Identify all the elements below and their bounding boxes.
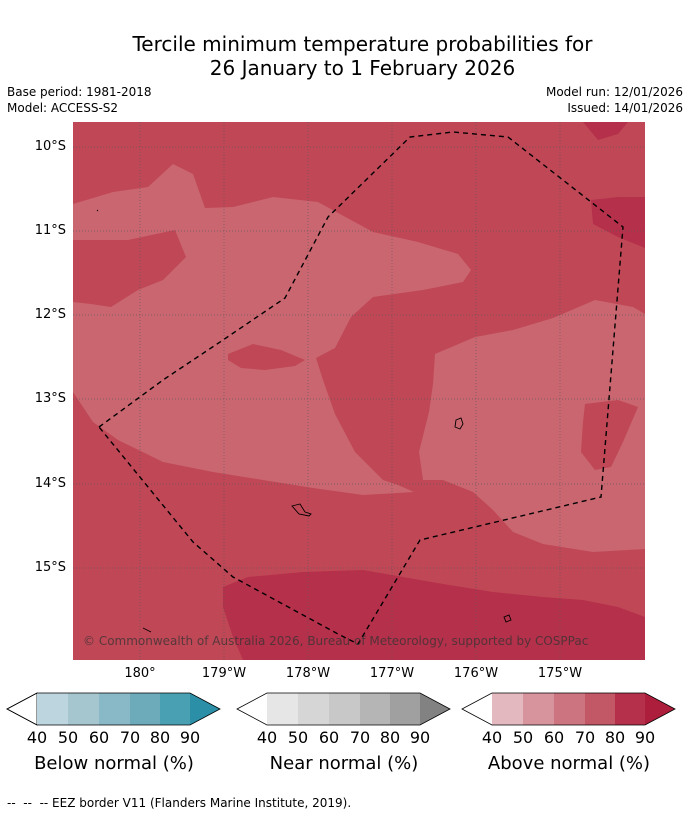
- colorbar-tick: 40: [256, 728, 278, 747]
- region-above-70-80-inner: [73, 230, 186, 307]
- colorbar-tick: 50: [287, 728, 309, 747]
- y-tick-label: 13°S: [34, 391, 66, 406]
- x-tick-label: 175°W: [537, 666, 583, 681]
- colorbar-below-bin: [130, 693, 160, 725]
- colorbar-below-bin: [68, 693, 99, 725]
- y-tick-label: 10°S: [34, 139, 66, 154]
- colorbar-above-min: [462, 693, 492, 725]
- colorbar-tick: 50: [57, 728, 79, 747]
- islands: [96, 209, 512, 633]
- colorbar-above-bin: [585, 693, 615, 725]
- colorbar-near-max: [420, 693, 450, 725]
- chart-title-line1: Tercile minimum temperature probabilitie…: [132, 32, 593, 56]
- colorbar-above-bin: [615, 693, 645, 725]
- colorbar-tick: 80: [149, 728, 171, 747]
- colorbar-near-bin: [267, 693, 298, 725]
- x-tick-label: 177°W: [369, 666, 415, 681]
- colorbar-below-max: [190, 693, 220, 725]
- x-tick-label: 179°W: [201, 666, 247, 681]
- colorbar-below-bin: [99, 693, 130, 725]
- colorbar-tick: 70: [349, 728, 371, 747]
- colorbar-tick: 60: [88, 728, 110, 747]
- x-tick-label: 178°W: [285, 666, 331, 681]
- colorbar-below-bin: [160, 693, 190, 725]
- y-tick-label: 11°S: [34, 223, 66, 238]
- colorbar-above-bin: [523, 693, 554, 725]
- colorbar-above-label: Above normal (%): [487, 753, 651, 774]
- region-above-80-90-ne: [583, 122, 628, 140]
- colorbar-tick: 70: [574, 728, 596, 747]
- y-tick-label: 14°S: [34, 476, 66, 491]
- eez-border: [97, 131, 624, 645]
- colorbar-below: [6, 692, 221, 726]
- gridlines: [73, 122, 645, 660]
- colorbar-near-bin: [329, 693, 360, 725]
- colorbar-tick: 90: [409, 728, 431, 747]
- colorbar-near-bin: [360, 693, 390, 725]
- region-above-80-90-south: [223, 570, 645, 660]
- issued-date: Issued: 14/01/2026: [567, 101, 683, 115]
- colorbar-tick: 50: [512, 728, 534, 747]
- colorbar-tick: 40: [481, 728, 503, 747]
- colorbar-below-bin: [37, 693, 68, 725]
- colorbar-above: [461, 692, 676, 726]
- colorbar-tick: 80: [604, 728, 626, 747]
- eez-legend: -- -- -- EEZ border V11 (Flanders Marine…: [7, 796, 352, 810]
- map-plot: © Commonwealth of Australia 2026, Bureau…: [73, 122, 645, 660]
- colorbar-tick: 80: [379, 728, 401, 747]
- colorbar-tick: 60: [318, 728, 340, 747]
- base-period: Base period: 1981-2018: [7, 85, 152, 99]
- colorbar-tick: 70: [119, 728, 141, 747]
- colorbar-tick: 40: [26, 728, 48, 747]
- chart-title-line2: 26 January to 1 February 2026: [209, 56, 516, 80]
- colorbar-near-bin: [298, 693, 329, 725]
- colorbar-tick: 90: [179, 728, 201, 747]
- colorbar-tick: 60: [543, 728, 565, 747]
- colorbar-below-min: [6, 692, 38, 726]
- y-tick-label: 15°S: [34, 560, 66, 575]
- region-above-60-70-east: [419, 300, 645, 552]
- colorbar-near-label: Near normal (%): [269, 753, 419, 774]
- colorbar-above-bin: [554, 693, 585, 725]
- colorbar-above-max: [645, 693, 675, 725]
- map-copyright: © Commonwealth of Australia 2026, Bureau…: [83, 634, 588, 648]
- colorbar-near-min: [237, 693, 267, 725]
- colorbar-near: [236, 692, 451, 726]
- y-tick-label: 12°S: [34, 307, 66, 322]
- region-above-70-80-blob: [228, 344, 305, 370]
- colorbar-above-bin: [492, 693, 523, 725]
- x-tick-label: 180°: [124, 666, 156, 681]
- colorbar-tick: 90: [634, 728, 656, 747]
- colorbar-near-bin: [390, 693, 420, 725]
- colorbar-below-label: Below normal (%): [34, 753, 194, 774]
- x-tick-label: 176°W: [453, 666, 499, 681]
- model-run: Model run: 12/01/2026: [545, 85, 683, 99]
- model-name: Model: ACCESS-S2: [7, 101, 119, 115]
- region-above-70-80-east: [581, 400, 638, 470]
